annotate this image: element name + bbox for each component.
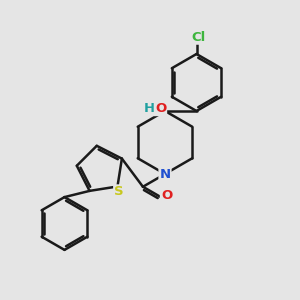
Text: O: O bbox=[155, 102, 166, 115]
Text: S: S bbox=[114, 185, 124, 198]
Text: O: O bbox=[161, 189, 172, 202]
Text: N: N bbox=[159, 167, 171, 181]
Text: Cl: Cl bbox=[191, 31, 205, 44]
Text: H: H bbox=[144, 102, 155, 115]
